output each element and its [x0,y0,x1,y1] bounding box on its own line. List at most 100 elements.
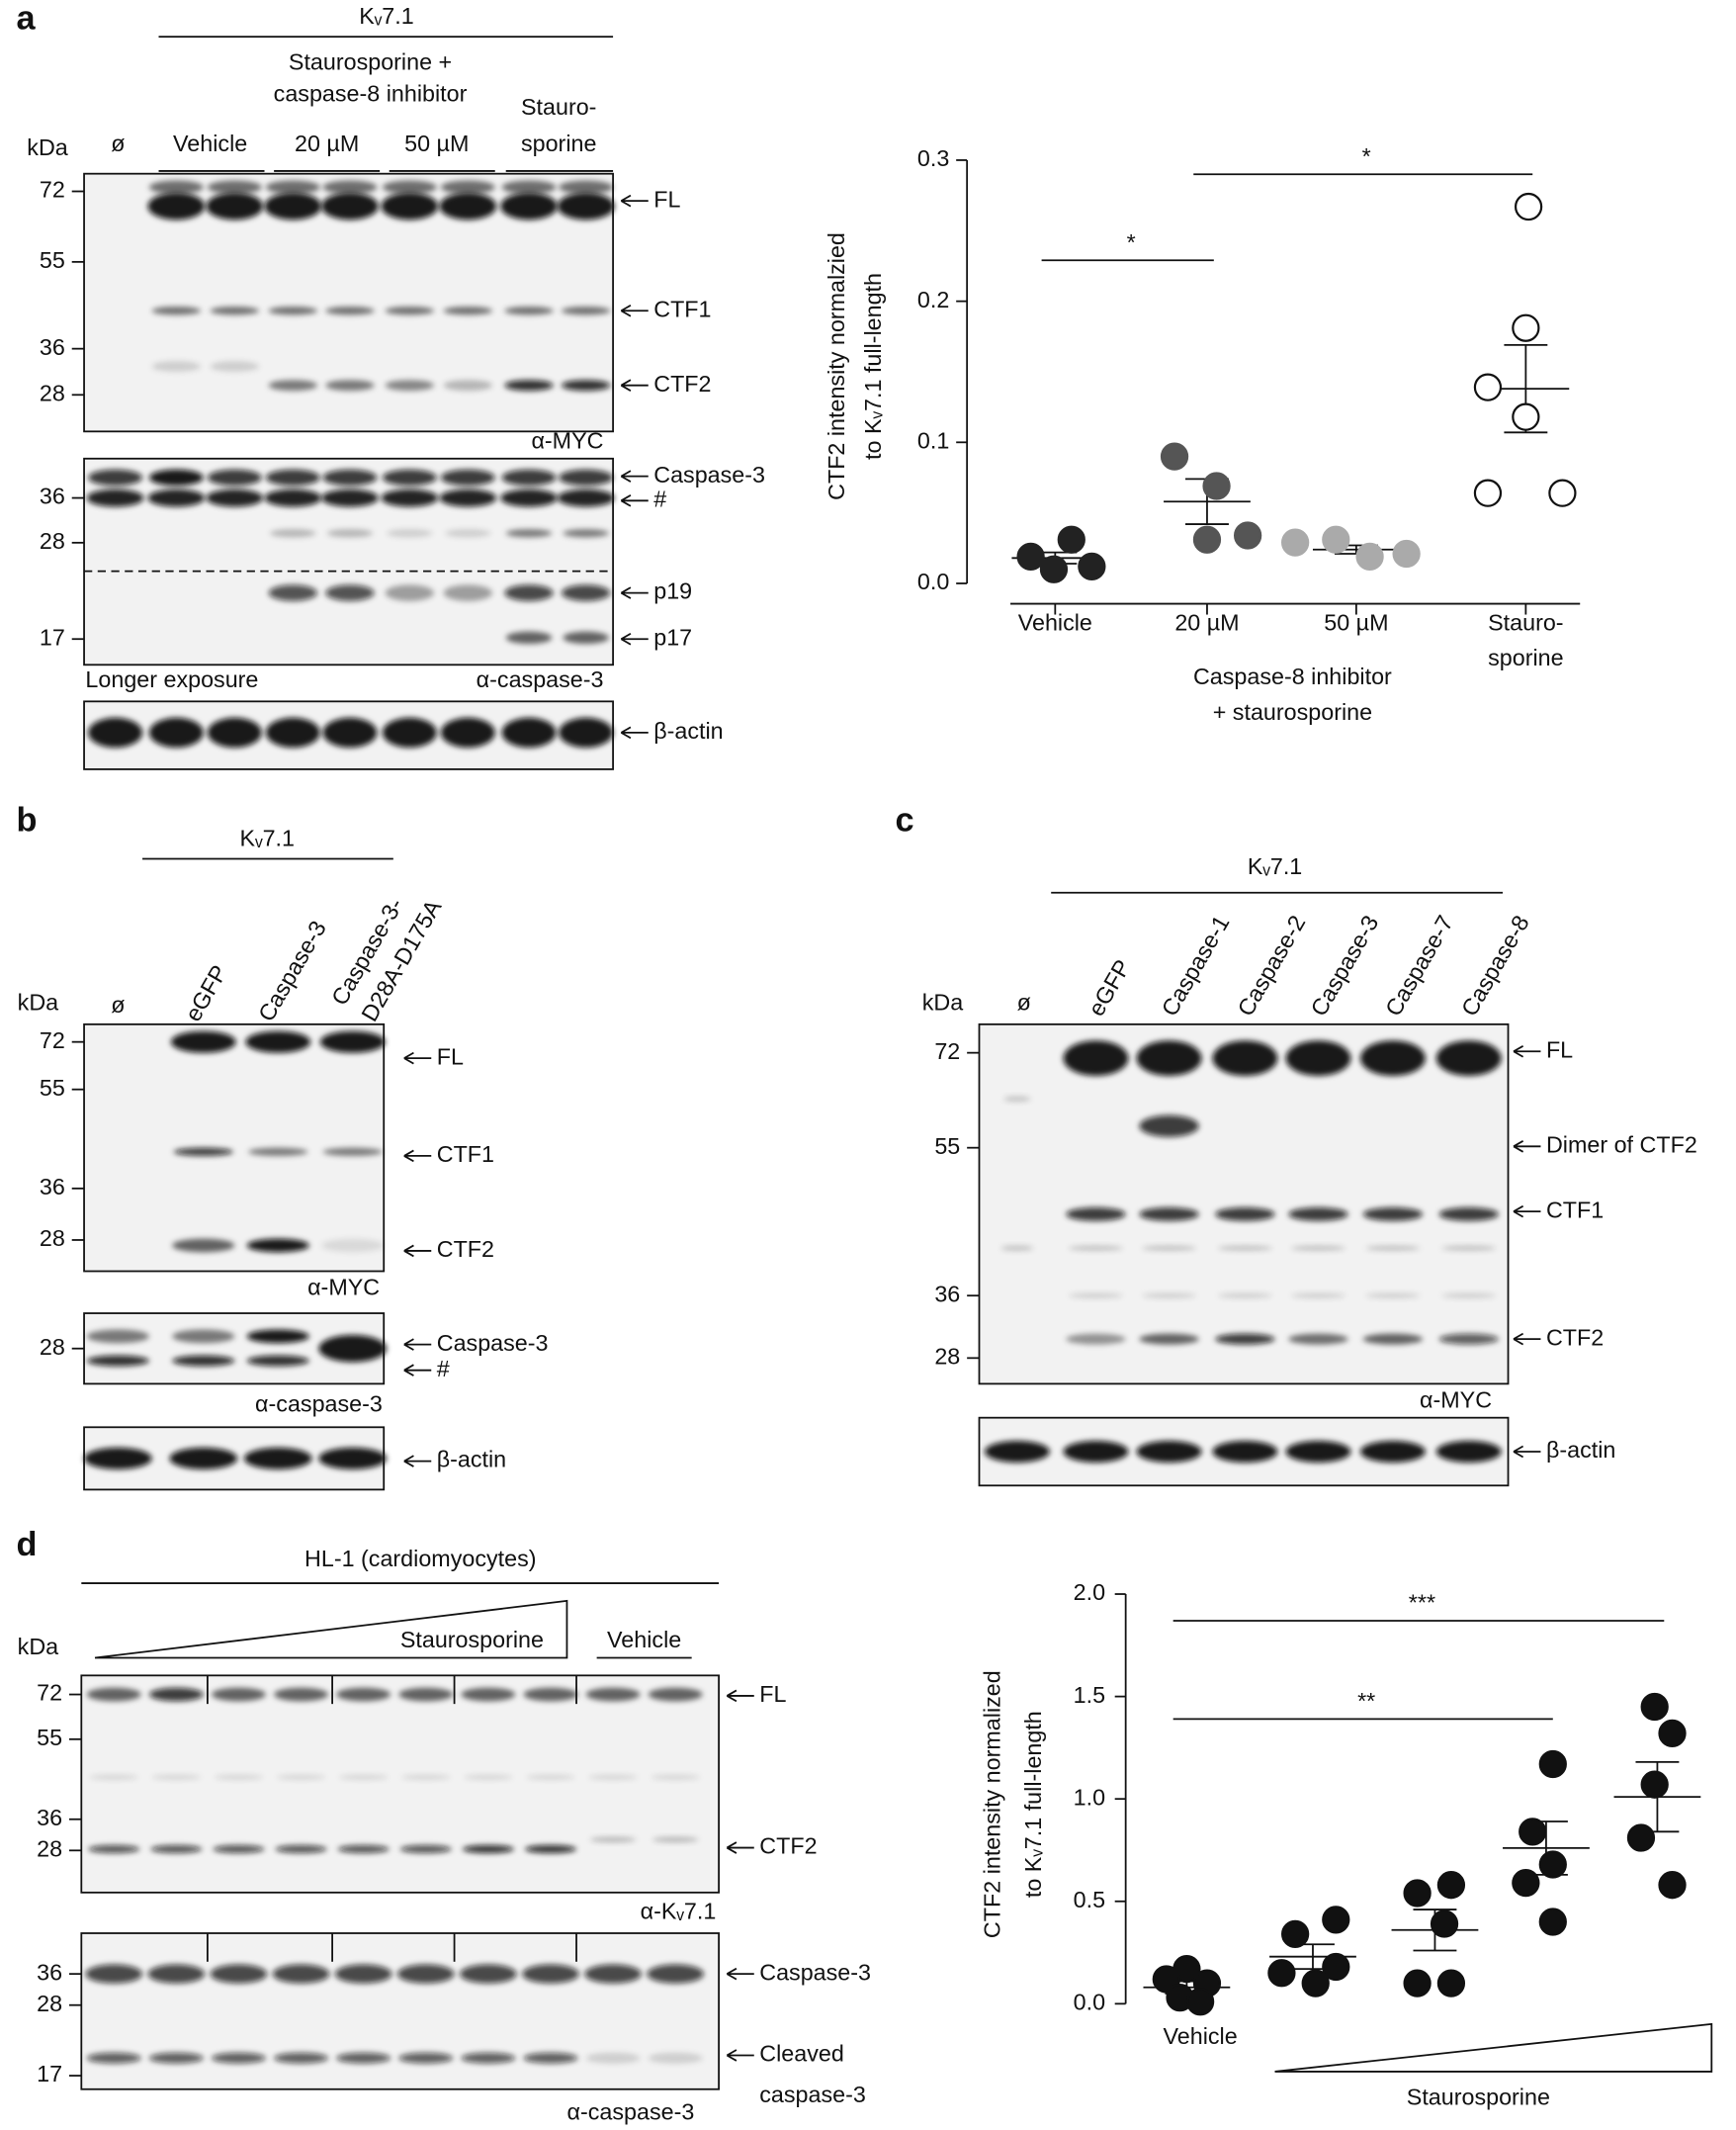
data-point [1355,542,1384,572]
lane-label: Caspase-8 [1456,911,1534,1021]
band [147,192,206,221]
arrow [726,2049,754,2062]
data-point [1016,542,1045,572]
band [1291,1245,1345,1251]
x-tick-label: 20 µM [1174,609,1239,635]
band [1063,1040,1129,1076]
marker-label: 28 [934,1343,960,1369]
arrow [620,379,649,392]
marker-label: 72 [40,177,65,203]
arrow [620,726,649,740]
band [1066,1207,1126,1221]
band [326,529,374,538]
band-label: β-actin [653,718,723,744]
band [275,1844,327,1854]
label: Stauro- [521,94,596,120]
band [561,307,611,315]
band [88,469,143,487]
marker-label: 72 [37,1680,62,1706]
data-point [1281,1919,1310,1949]
band [212,2052,266,2064]
band [84,1447,152,1469]
band [151,360,202,372]
y-tick-label: 0.1 [917,427,949,453]
band [439,488,497,507]
band [1142,1245,1196,1251]
band [245,1030,311,1053]
band [443,584,492,601]
band [651,1836,699,1843]
band [382,180,437,195]
band [443,307,492,315]
band [325,584,375,601]
band [1359,1040,1426,1076]
data-point [1514,192,1543,222]
marker-label: 36 [40,334,65,360]
arrow [403,1338,432,1351]
blot [83,1022,386,1273]
band [382,717,437,748]
band [268,380,318,392]
band [270,529,316,538]
y-axis-label: CTF2 intensity normalized [980,1670,1005,1938]
data-point [1403,1969,1432,1997]
data-point [1640,1692,1669,1722]
data-point [1519,1818,1547,1846]
x-tick-label: Vehicle [1164,2023,1238,2049]
band [148,469,204,487]
arrow [1513,1045,1541,1058]
arrow [403,1455,432,1467]
band-label: β-actin [437,1447,506,1472]
y-tick-label: 0.0 [917,569,949,594]
label: kDa [27,134,67,160]
band [1136,1040,1202,1076]
band [1212,1441,1278,1463]
band [1217,1245,1272,1251]
significance-label: * [1362,143,1371,169]
label: kDa [18,1634,58,1659]
band-label: caspase-3 [759,2082,866,2107]
band [440,717,495,748]
band [86,2052,141,2064]
band [89,1774,138,1780]
x-axis-label: Caspase-8 inhibitor [1193,664,1392,689]
label: Longer exposure [85,666,258,692]
y-tick-label: 0.2 [917,287,949,312]
band [170,1030,236,1053]
y-axis-label: to Kᵥ7.1 full-length [860,273,886,460]
marker-label: 36 [37,1805,62,1830]
band [213,1844,265,1854]
band [264,488,322,507]
data-point [1473,479,1503,507]
band [321,488,379,507]
band [86,1329,149,1344]
data-point [1185,1988,1215,2016]
band [272,1964,330,1984]
label: Vehicle [607,1627,681,1652]
band [246,1238,309,1253]
band [1359,1441,1426,1463]
band [1285,1040,1351,1076]
band [334,1964,392,1984]
label: α-MYC [531,427,603,453]
band [322,180,378,195]
band [86,1355,149,1367]
band [172,1355,235,1367]
band [1288,1333,1348,1345]
arrow [620,194,649,208]
data-point [1640,1770,1669,1799]
band [443,380,492,392]
data-point [1322,1906,1350,1934]
y-tick-label: 0.5 [1074,1887,1105,1912]
lane-label: Caspase-7 [1380,911,1458,1021]
band [336,2052,391,2064]
band [504,380,554,392]
band-label: Cleaved [759,2041,844,2067]
band-label: Dimer of CTF2 [1546,1131,1697,1157]
panel-letter: a [16,0,36,38]
band [557,192,615,221]
band-label: CTF1 [653,296,711,321]
significance-label: ** [1357,1688,1375,1714]
band [1142,1292,1196,1298]
band [401,1774,451,1780]
